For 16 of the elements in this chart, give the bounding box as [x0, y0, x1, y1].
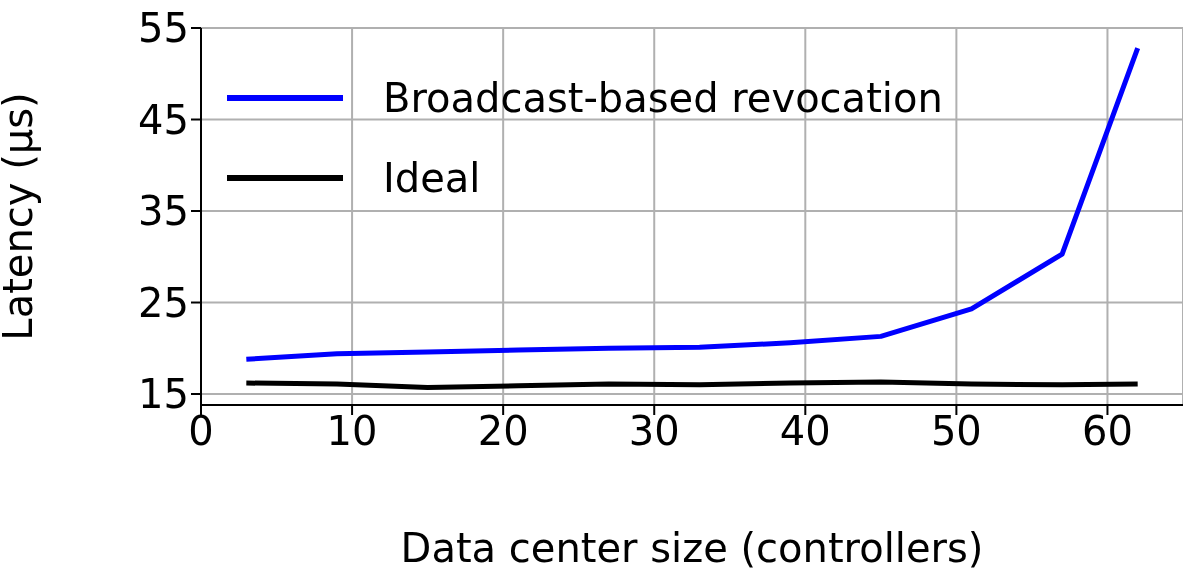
legend-label: Broadcast-based revocation: [383, 75, 943, 121]
x-tick-label: 50: [930, 408, 982, 455]
x-tick-label: 30: [628, 408, 680, 455]
y-tick-label: 55: [138, 5, 189, 52]
x-tick-label: 40: [779, 408, 831, 455]
y-tick-label: 25: [138, 279, 189, 326]
y-axis-title: Latency (µs): [0, 92, 42, 341]
y-tick-label: 15: [138, 371, 189, 418]
y-tick-label: 45: [138, 96, 189, 143]
x-tick-label: 0: [188, 408, 214, 455]
x-axis-title: Data center size (controllers): [400, 525, 984, 570]
x-tick-label: 60: [1082, 408, 1133, 455]
x-tick-label: 10: [326, 408, 378, 455]
legend-label: Ideal: [383, 155, 481, 201]
y-tick-label: 35: [138, 188, 189, 235]
x-tick-label: 20: [477, 408, 529, 455]
